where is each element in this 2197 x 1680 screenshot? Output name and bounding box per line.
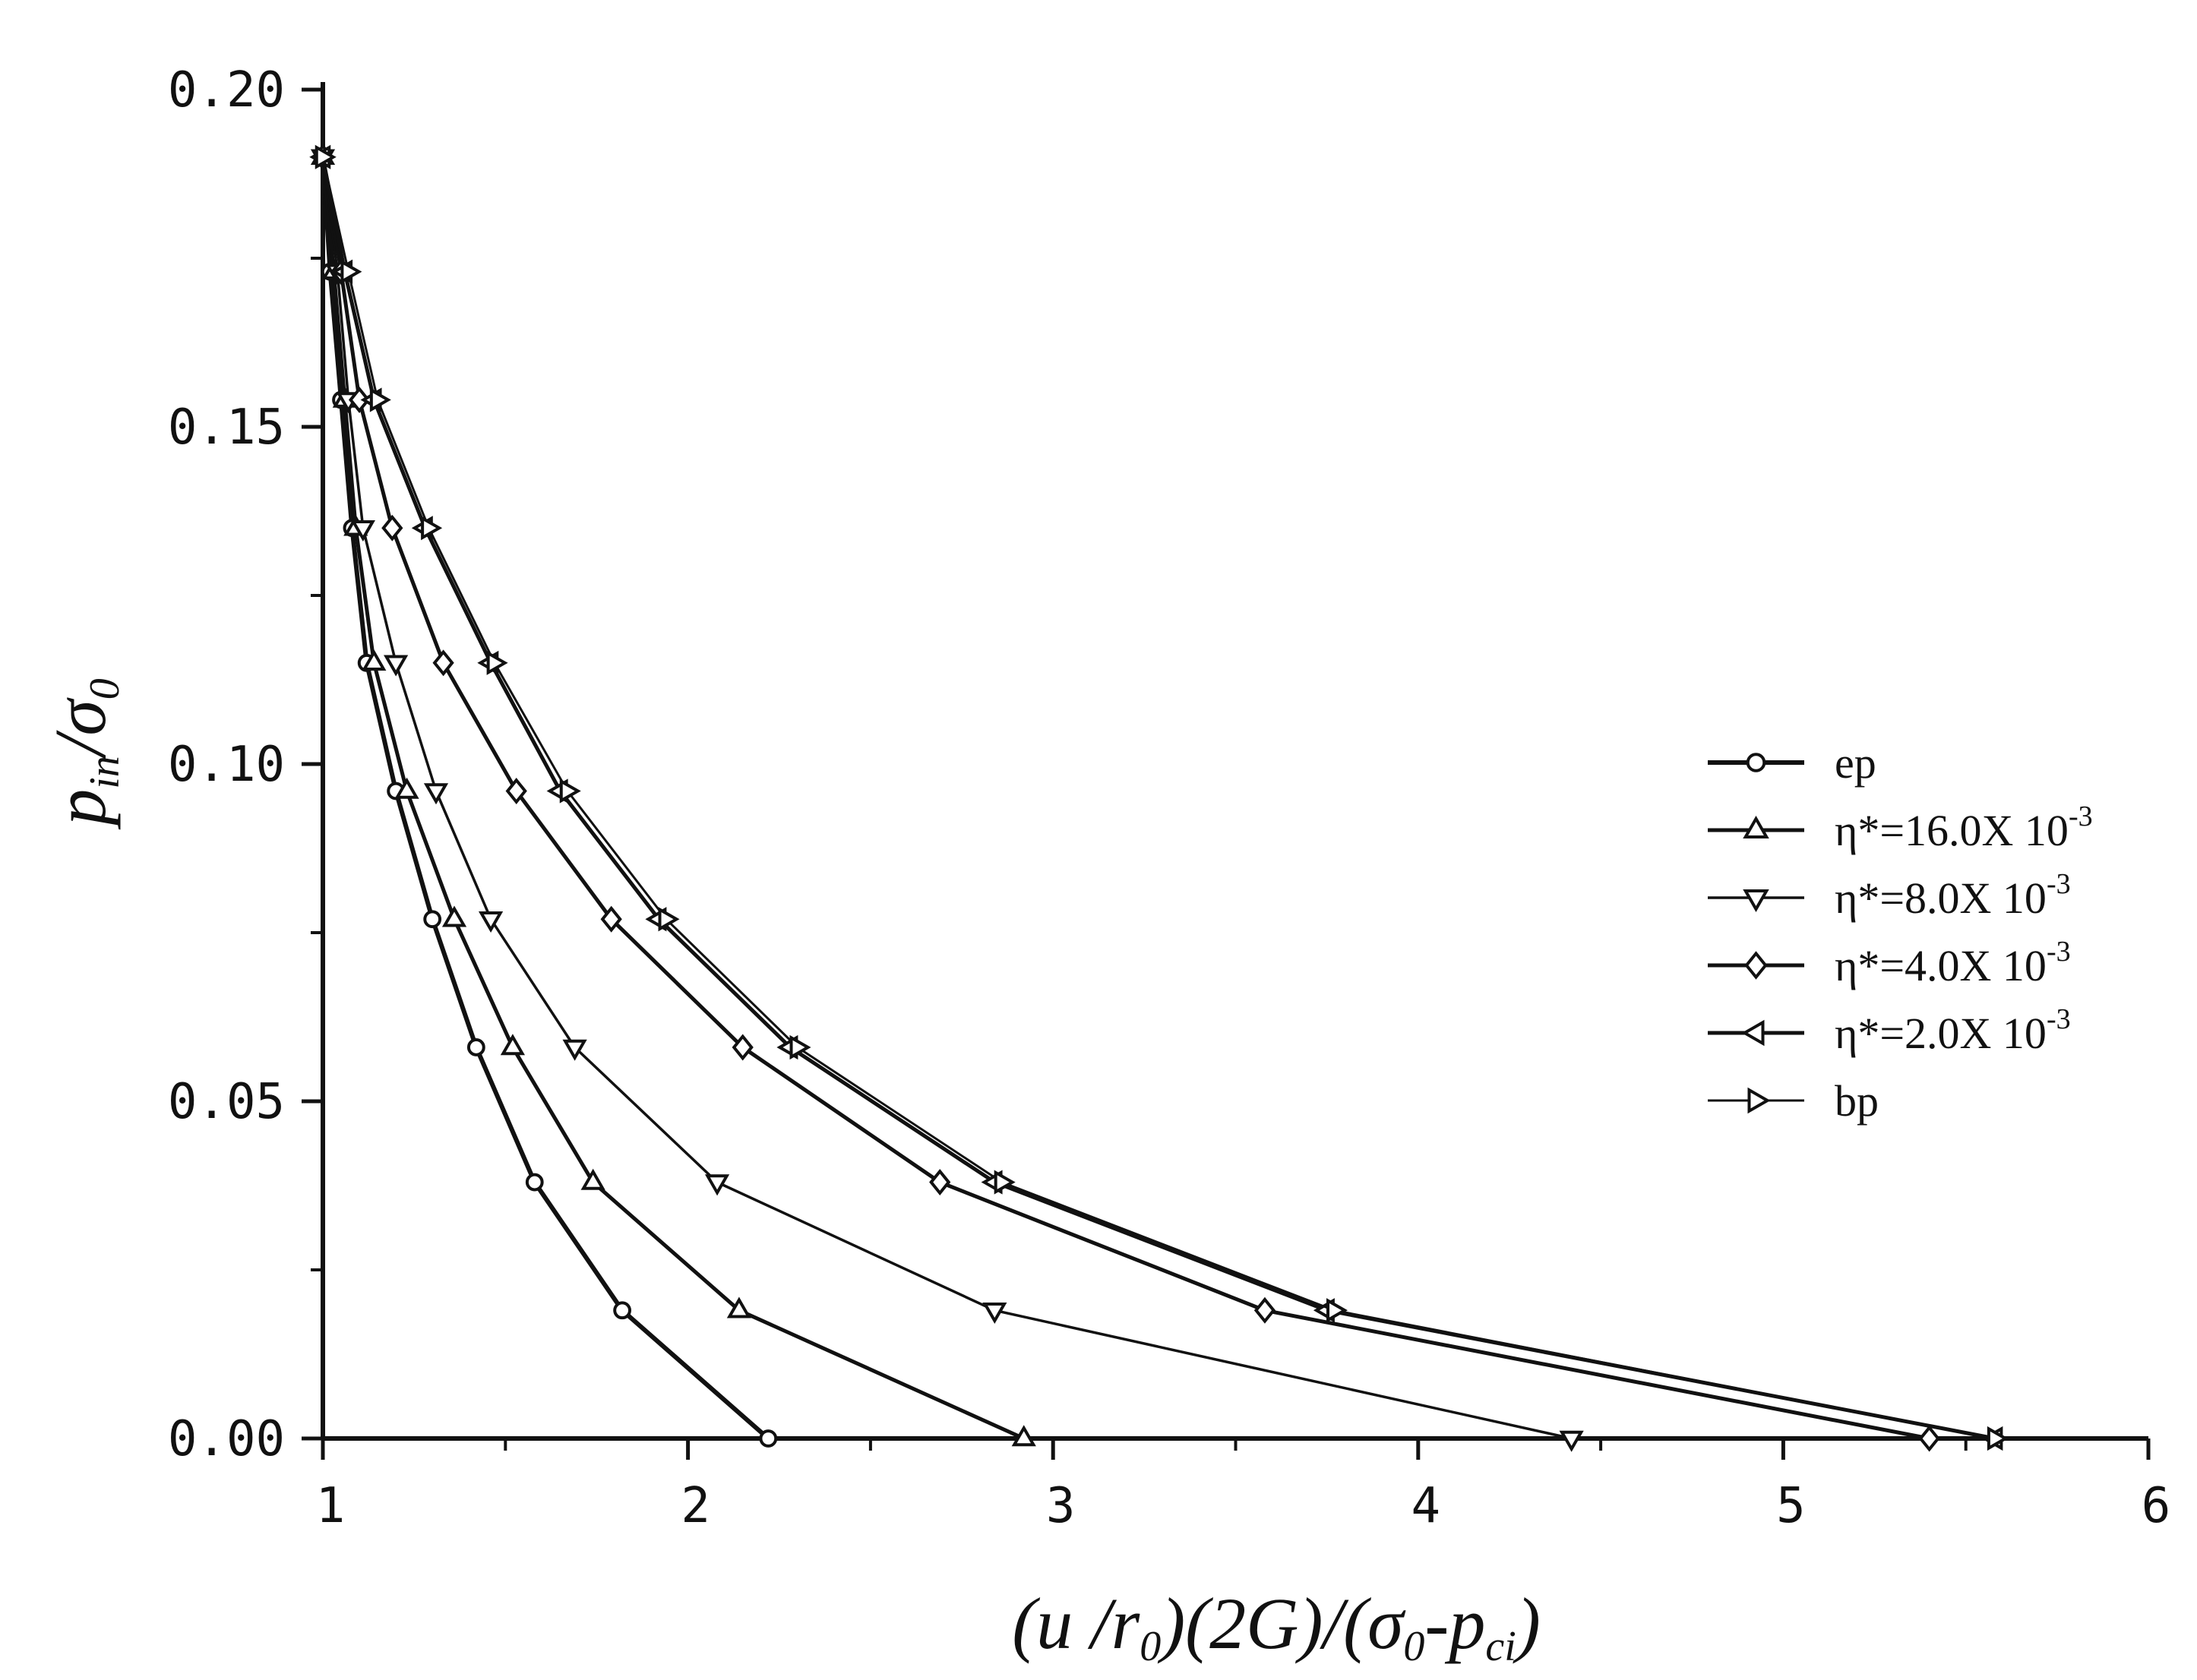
legend-marker bbox=[1741, 1019, 1765, 1047]
series-line bbox=[321, 156, 770, 1441]
data-point bbox=[580, 1168, 605, 1190]
data-point bbox=[562, 1039, 587, 1061]
data-point bbox=[1326, 1298, 1348, 1323]
x-tick-label: 2 bbox=[681, 1478, 710, 1534]
x-tick-label: 4 bbox=[1411, 1478, 1441, 1534]
series-line bbox=[321, 156, 1573, 1440]
legend-marker bbox=[1743, 815, 1769, 838]
y-tick-label: 0.00 bbox=[168, 1411, 285, 1467]
legend-marker bbox=[1743, 889, 1769, 913]
legend-item: η*=4.0X 10-3 bbox=[1708, 936, 2071, 990]
data-point bbox=[559, 778, 581, 804]
legend-label: η*=4.0X 10-3 bbox=[1835, 936, 2071, 990]
data-point bbox=[759, 1429, 778, 1448]
data-point bbox=[732, 1034, 754, 1061]
data-point bbox=[362, 649, 387, 671]
legend-item: ep bbox=[1708, 738, 1876, 788]
x-tick-label: 6 bbox=[2142, 1478, 2171, 1534]
legend-label: bp bbox=[1835, 1076, 1879, 1126]
series-2 bbox=[310, 149, 1584, 1452]
plot-area bbox=[309, 144, 2009, 1452]
data-point bbox=[384, 655, 409, 677]
data-point bbox=[726, 1296, 751, 1318]
series-3 bbox=[311, 144, 1940, 1452]
legend-marker bbox=[1747, 1087, 1771, 1114]
data-point bbox=[432, 649, 454, 677]
data-point bbox=[789, 1034, 811, 1060]
legend-label: η*=2.0X 10-3 bbox=[1835, 1003, 2071, 1058]
legend: ep η*=16.0X 10-3 η*=8.0X 10-3 η*=4.0X 10-3 η… bbox=[1708, 738, 2093, 1126]
data-point bbox=[994, 1170, 1016, 1195]
x-tick-label: 3 bbox=[1046, 1478, 1076, 1534]
data-point bbox=[500, 1034, 526, 1056]
data-point bbox=[466, 1038, 485, 1056]
data-point bbox=[1987, 1426, 2009, 1451]
data-point bbox=[1918, 1425, 1940, 1452]
data-point bbox=[369, 387, 391, 412]
data-point bbox=[350, 519, 375, 542]
legend-item: bp bbox=[1708, 1076, 1879, 1126]
legend-item: η*=8.0X 10-3 bbox=[1708, 868, 2071, 923]
axes: 0.00 0.05 0.10 0.15 0.20 1 2 3 4 5 6 bbox=[168, 62, 2170, 1534]
legend-label: η*=8.0X 10-3 bbox=[1835, 868, 2071, 923]
series-0 bbox=[314, 147, 778, 1448]
data-point bbox=[340, 259, 362, 284]
y-tick-label: 0.20 bbox=[168, 62, 285, 118]
data-point bbox=[423, 910, 442, 929]
data-point bbox=[1253, 1296, 1276, 1324]
x-tick-label: 1 bbox=[316, 1478, 346, 1534]
data-point bbox=[600, 905, 622, 933]
data-point bbox=[929, 1169, 951, 1196]
y-tick-label: 0.10 bbox=[168, 737, 285, 793]
legend-label: η*=16.0X 10-3 bbox=[1835, 801, 2093, 855]
legend-item: η*=2.0X 10-3 bbox=[1708, 1003, 2071, 1058]
legend-marker bbox=[1746, 753, 1766, 772]
y-tick-label: 0.15 bbox=[168, 399, 285, 456]
data-point bbox=[421, 516, 443, 541]
data-point bbox=[505, 778, 527, 805]
data-point bbox=[486, 650, 508, 675]
data-point bbox=[1559, 1430, 1584, 1452]
y-axis-title: pin/σ0 bbox=[40, 678, 128, 830]
x-tick-label: 5 bbox=[1776, 1478, 1806, 1534]
data-point bbox=[348, 386, 371, 413]
data-point bbox=[423, 783, 449, 805]
series-line bbox=[321, 156, 1025, 1441]
x-axis-title: (u /r0)(2G)/(σ0-pci) bbox=[1012, 1583, 1541, 1670]
legend-label: ep bbox=[1835, 738, 1876, 788]
data-point bbox=[478, 911, 504, 933]
series-1 bbox=[310, 144, 1036, 1447]
data-point bbox=[1011, 1425, 1036, 1447]
data-point bbox=[315, 144, 337, 169]
series-5 bbox=[315, 144, 2009, 1451]
y-tick-label: 0.05 bbox=[168, 1074, 285, 1130]
data-point bbox=[658, 907, 680, 932]
data-point bbox=[613, 1301, 631, 1320]
data-point bbox=[982, 1303, 1007, 1325]
data-point bbox=[441, 905, 467, 927]
data-point bbox=[704, 1174, 730, 1196]
data-point bbox=[381, 514, 403, 542]
legend-marker bbox=[1744, 951, 1768, 980]
data-point bbox=[525, 1173, 544, 1192]
legend-item: η*=16.0X 10-3 bbox=[1708, 801, 2093, 855]
data-point bbox=[394, 777, 419, 799]
